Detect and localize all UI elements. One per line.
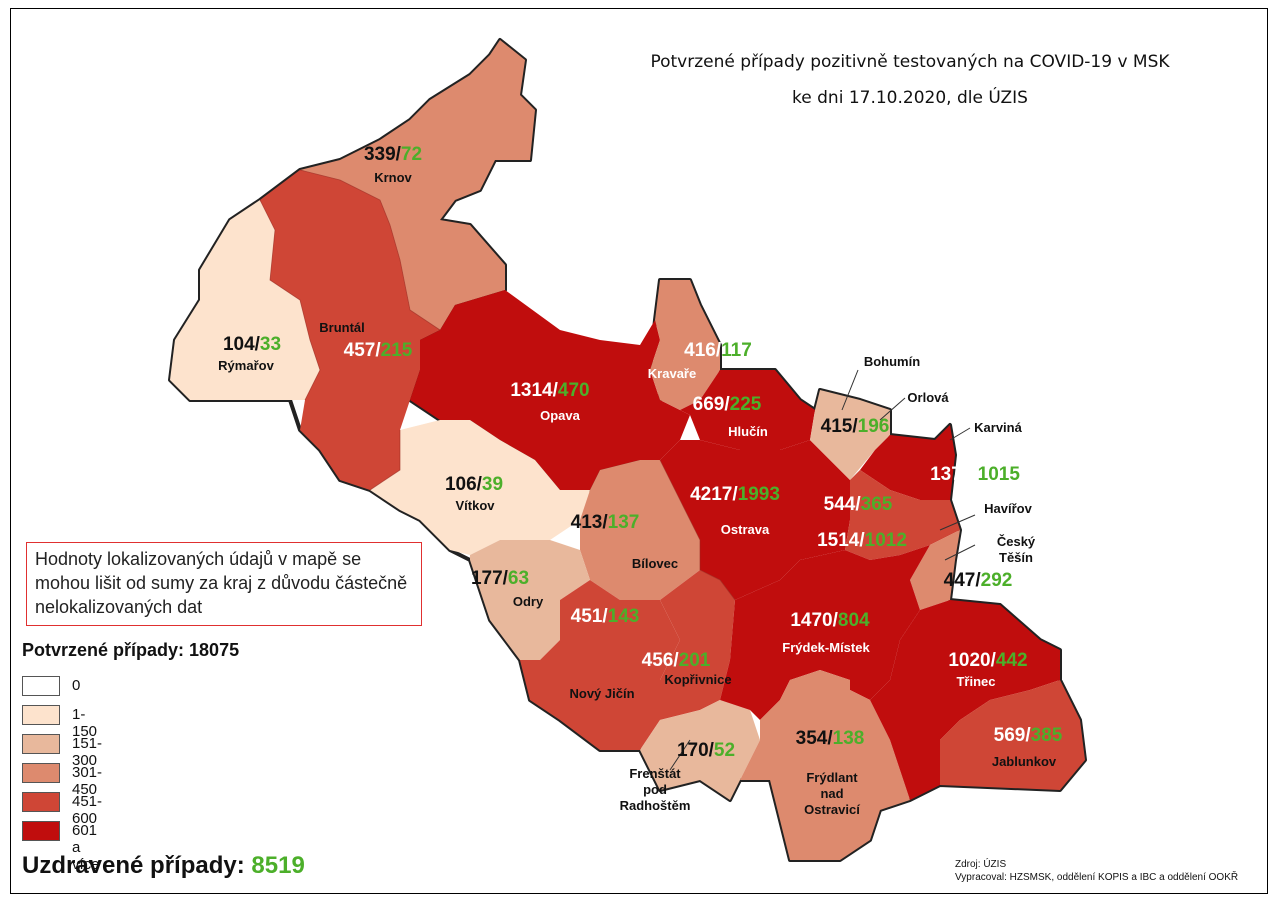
district-bruntal [260,170,440,490]
source-line2: Vypracoval: HZSMSK, oddělení KOPIS a IBC… [955,872,1239,883]
district-vitkov [370,420,590,555]
district-trinec [870,600,1060,800]
district-orlova [810,390,890,480]
district-frydek-mistek [720,545,930,720]
trinec-counts: 1020/442 [948,650,1027,671]
legend-title: Potvrzené případy: 18075 [22,640,240,660]
district-ostrava [660,440,850,600]
frydlant-counts: 354/138 [796,728,865,749]
legend-swatch [22,763,60,783]
map-title: Potvrzené případy pozitivně testovaných … [560,44,1260,116]
krnov-counts: 339/72 [364,144,422,165]
source-note: Zdroj: ÚZIS Vypracoval: HZSMSK, oddělení… [955,858,1238,884]
internal-borders [259,169,736,601]
recovered-total: Uzdravené případy: 8519 [22,852,305,880]
legend-swatch [22,792,60,812]
district-frydlant [740,670,910,860]
kravare-label: Kravaře [648,366,696,381]
bruntal-label: Bruntál [319,320,365,335]
district-novy-jicin [520,580,680,750]
map-frame [10,8,1268,894]
frenstat-counts: 170/52 [677,740,735,761]
novy-jicin-label: Nový Jičín [569,686,634,701]
bruntal-counts: 457/215 [344,340,413,361]
odry-label: Odry [513,594,544,609]
map-title-line1: Potvrzené případy pozitivně testovaných … [650,52,1170,72]
district-frenstat [640,700,760,800]
karvina-label: Karviná [974,420,1022,435]
districts [170,40,1085,860]
disclaimer-note: Hodnoty lokalizovaných údajů v mapě se m… [26,542,422,626]
frenstat-label-1: Frenštát [629,766,681,781]
hlucin-counts: 669/225 [693,394,762,415]
orlova-label: Orlová [907,390,949,405]
district-karvina [860,425,955,500]
legend-label: 1-150 [72,706,98,740]
koprivnice-counts: 456/201 [642,650,711,671]
cesky-tesin-counts: 447/292 [944,570,1013,591]
district-bilovec [580,460,700,600]
frydlant-label-2: nad [820,786,843,801]
legend-swatch [22,821,60,841]
frenstat-label-3: Radhoštěm [620,798,691,813]
opava-counts: 1314/470 [510,380,589,401]
opava-label: Opava [540,408,581,423]
frydlant-label-3: Ostravicí [804,802,860,817]
district-cesky-tesin [910,530,960,610]
bilovec-counts: 413/137 [571,512,640,533]
district-labels: 339/72 Krnov 104/33 Rýmařov Bruntál 457/… [218,144,1063,817]
legend-label: 0 [72,677,81,694]
source-line1: Zdroj: ÚZIS [955,859,1007,870]
recovered-label: Uzdravené případy: [22,852,245,879]
jablunkov-counts: 569/385 [994,725,1063,746]
legend-swatch [22,676,60,696]
trinec-label: Třinec [956,674,995,689]
frydlant-label-1: Frýdlant [806,770,858,785]
district-jablunkov [940,680,1085,790]
ostrava-counts: 4217/1993 [690,484,780,505]
odry-counts: 177/63 [471,568,529,589]
bilovec-label: Bílovec [632,556,678,571]
hlucin-label: Hlučín [728,424,768,439]
leader-lines [669,369,976,771]
legend-swatch [22,705,60,725]
koprivnice-label: Kopřivnice [664,672,731,687]
krnov-label: Krnov [374,170,412,185]
bohumin-label: Bohumín [864,354,920,369]
jablunkov-label: Jablunkov [992,754,1057,769]
karvina-counts: 1378/1015 [930,464,1020,485]
havirov-counts: 544/365 [824,494,893,515]
recovered-value: 8519 [251,852,305,879]
cesky-tesin-label-2: Těšín [999,550,1033,565]
orlova-counts: 415/196 [821,416,890,437]
district-kravare [650,280,720,410]
rymarov-label: Rýmařov [218,358,274,373]
legend-label: 601 a více [72,822,100,873]
district-rymarov [170,200,320,400]
cesky-tesin-label-1: Český [997,534,1036,549]
legend-label: 451-600 [72,793,103,827]
district-krnov [300,40,535,330]
district-hlucin [680,370,815,450]
legend-label: 151-300 [72,735,103,769]
vitkov-label: Vítkov [455,498,495,513]
kravare-counts: 416/117 [684,340,752,361]
havirov-extra-counts: 1514/1012 [817,530,907,551]
legend-label: 301-450 [72,764,103,798]
ostrava-label: Ostrava [721,522,770,537]
district-opava [410,290,690,490]
district-koprivnice [660,570,735,720]
frenstat-label-2: pod [643,782,667,797]
vitkov-counts: 106/39 [445,474,503,495]
rymarov-counts: 104/33 [223,334,281,355]
map-title-line2: ke dni 17.10.2020, dle ÚZIS [792,88,1028,108]
novy-jicin-counts: 451/143 [571,606,640,627]
havirov-label: Havířov [984,501,1032,516]
frydek-label: Frýdek-Místek [782,640,870,655]
legend-swatch [22,734,60,754]
frydek-counts: 1470/804 [790,610,870,631]
district-havirov [845,470,960,560]
